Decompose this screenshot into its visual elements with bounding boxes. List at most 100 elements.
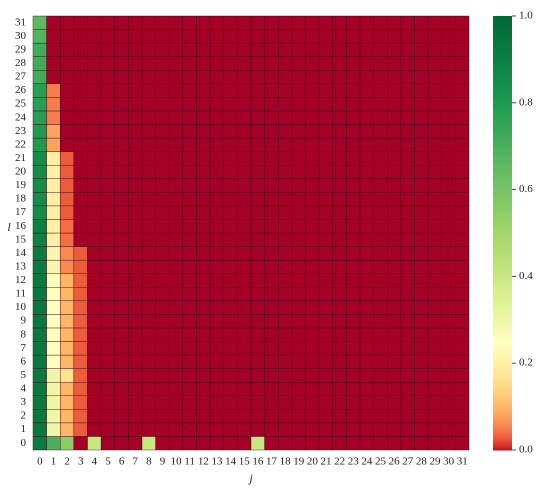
colorbar-segment <box>493 395 512 399</box>
heatmap-cell <box>387 422 402 437</box>
heatmap-cell <box>196 314 211 329</box>
colorbar-segment <box>493 152 512 156</box>
heatmap-cell <box>359 70 374 85</box>
colorbar-segment <box>493 109 512 112</box>
heatmap-cell <box>264 341 279 356</box>
heatmap-cell <box>73 29 88 44</box>
heatmap-cell <box>455 368 470 383</box>
heatmap-cell <box>196 259 211 274</box>
heatmap-cell <box>100 124 115 139</box>
x-tick-label: 25 <box>375 456 387 468</box>
heatmap-cell <box>196 381 211 396</box>
colorbar-segment <box>493 382 512 386</box>
colorbar-segment <box>493 135 512 139</box>
heatmap-cell <box>373 124 388 139</box>
heatmap-cell <box>60 232 75 247</box>
x-tick-label: 17 <box>266 456 278 468</box>
heatmap-cell <box>278 178 293 193</box>
x-axis-label: j <box>247 471 253 485</box>
colorbar-segment <box>493 57 512 60</box>
heatmap-cell <box>87 178 102 193</box>
heatmap-cell <box>100 354 115 369</box>
colorbar-segment <box>493 263 512 267</box>
heatmap-cell <box>46 232 61 247</box>
heatmap-cell <box>32 273 47 288</box>
heatmap-cell <box>182 381 197 396</box>
heatmap-cell <box>318 246 333 261</box>
heatmap-cell <box>237 273 252 288</box>
colorbar-segment <box>493 78 512 82</box>
heatmap-cell <box>128 137 143 152</box>
heatmap-cell <box>387 300 402 315</box>
colorbar-segment <box>493 361 512 364</box>
heatmap-cell <box>427 151 442 166</box>
heatmap-cell <box>196 395 211 410</box>
heatmap-cell <box>387 42 402 57</box>
heatmap-cell <box>155 314 170 329</box>
heatmap-cell <box>182 192 197 207</box>
heatmap-cell <box>346 436 361 451</box>
heatmap-cell <box>359 110 374 125</box>
heatmap-cell <box>332 327 347 342</box>
heatmap-cell <box>291 259 306 274</box>
heatmap-cell <box>264 205 279 220</box>
colorbar-segment <box>493 146 512 149</box>
heatmap-cell <box>114 205 129 220</box>
colorbar-segment <box>493 85 512 89</box>
colorbar-segment <box>493 241 512 245</box>
heatmap-cell <box>318 341 333 356</box>
heatmap-cell <box>196 56 211 71</box>
heatmap-cell <box>114 436 129 451</box>
heatmap-cell <box>400 164 415 179</box>
y-tick-label: 22 <box>15 138 26 150</box>
heatmap-cell <box>73 124 88 139</box>
colorbar-segment <box>493 339 512 342</box>
heatmap-cell <box>441 341 456 356</box>
heatmap-cell <box>373 151 388 166</box>
heatmap-cell <box>169 178 184 193</box>
heatmap-cell <box>46 205 61 220</box>
heatmap-cell <box>196 110 211 125</box>
heatmap-cell <box>141 178 156 193</box>
heatmap-cell <box>223 15 238 30</box>
heatmap-cell <box>346 42 361 57</box>
colorbar-segment <box>493 233 512 236</box>
colorbar-segment <box>493 228 512 232</box>
heatmap-cell <box>264 219 279 234</box>
heatmap-cell <box>346 422 361 437</box>
heatmap-cell <box>128 29 143 44</box>
heatmap-cell <box>155 151 170 166</box>
heatmap-cell <box>291 300 306 315</box>
heatmap-cell <box>114 124 129 139</box>
heatmap-cell <box>400 124 415 139</box>
x-tick-label: 23 <box>348 456 360 468</box>
heatmap-cell <box>223 151 238 166</box>
heatmap-cell <box>387 314 402 329</box>
heatmap-cell <box>100 368 115 383</box>
heatmap-cell <box>237 15 252 30</box>
heatmap-cell <box>237 354 252 369</box>
heatmap-cell <box>32 178 47 193</box>
heatmap-cell <box>141 259 156 274</box>
heatmap-cell <box>264 232 279 247</box>
heatmap-cell <box>209 300 224 315</box>
heatmap-cell <box>278 409 293 424</box>
colorbar-segment <box>493 324 512 327</box>
heatmap-cell <box>46 124 61 139</box>
colorbar-segment <box>493 178 512 182</box>
heatmap-cell <box>155 137 170 152</box>
heatmap-cell <box>155 124 170 139</box>
heatmap-cell <box>87 29 102 44</box>
heatmap-cell <box>46 381 61 396</box>
heatmap-cell <box>46 15 61 30</box>
heatmap-cell <box>87 164 102 179</box>
heatmap-cell <box>60 395 75 410</box>
heatmap-cell <box>250 436 265 451</box>
heatmap-cell <box>455 178 470 193</box>
heatmap-cell <box>155 300 170 315</box>
colorbar-segment <box>493 308 512 312</box>
heatmap-cell <box>100 395 115 410</box>
heatmap-cell <box>250 273 265 288</box>
heatmap-cell <box>87 273 102 288</box>
heatmap-cell <box>332 300 347 315</box>
